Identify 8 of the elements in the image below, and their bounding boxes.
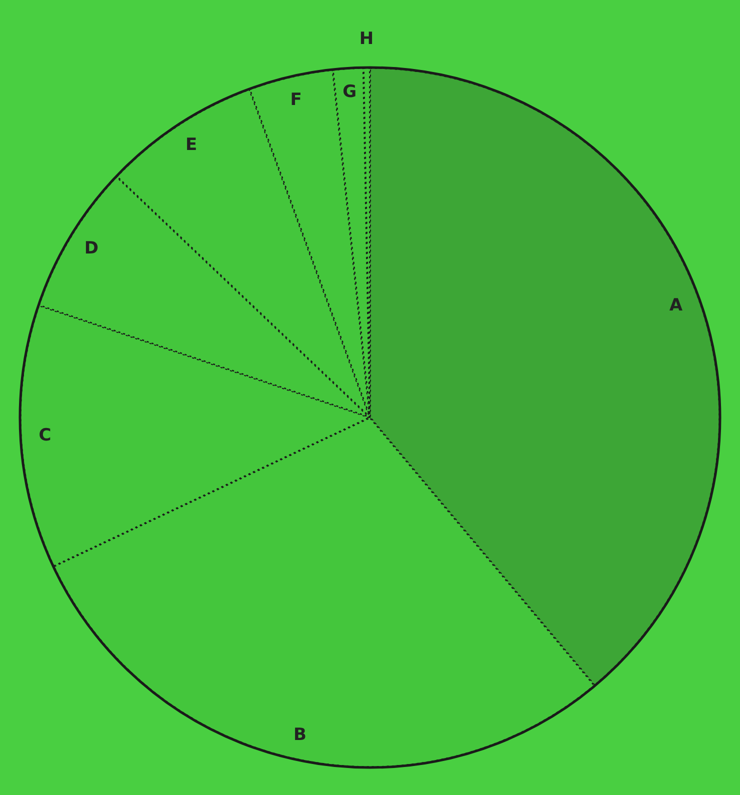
slice-label: A <box>669 296 684 316</box>
slice-label: E <box>185 134 198 155</box>
slice-label: D <box>84 238 98 259</box>
slice-label: F <box>290 90 302 110</box>
slice-label: C <box>38 425 52 446</box>
slice-label: B <box>294 724 306 745</box>
slice-label: G <box>342 82 357 102</box>
slice-label: H <box>359 28 374 49</box>
